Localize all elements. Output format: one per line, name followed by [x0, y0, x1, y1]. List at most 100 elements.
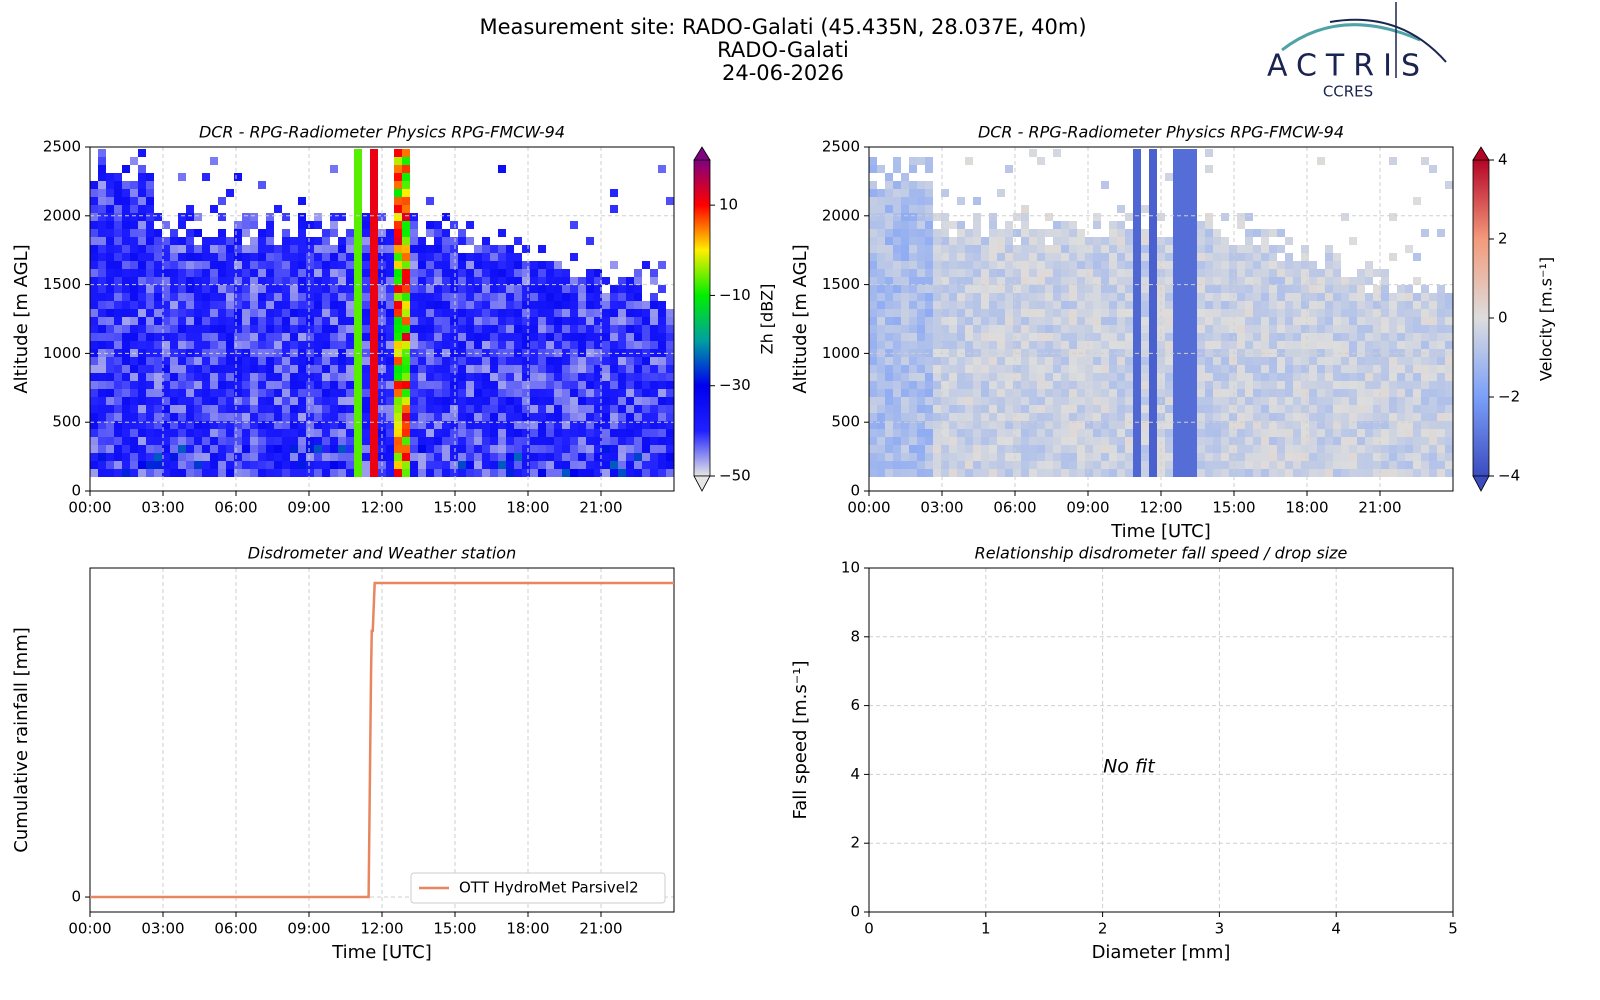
radar-cell [1205, 245, 1213, 253]
radar-cell [917, 197, 925, 205]
radar-cell [869, 437, 877, 445]
x-tick-label: 00:00 [847, 499, 890, 517]
radar-cell [162, 269, 170, 277]
radar-cell [1133, 229, 1141, 237]
radar-cell [885, 197, 893, 205]
radar-cell [1045, 421, 1053, 429]
radar-cell [514, 397, 522, 405]
radar-cell [314, 245, 322, 253]
radar-cell [1181, 397, 1189, 405]
radar-cell [1173, 405, 1181, 413]
radar-cell [466, 429, 474, 437]
radar-cell [282, 437, 290, 445]
radar-cell [506, 365, 514, 373]
radar-cell [594, 453, 602, 461]
radar-cell [869, 229, 877, 237]
radar-cell [98, 389, 106, 397]
radar-cell [650, 325, 658, 333]
radar-cell [290, 317, 298, 325]
radar-cell [138, 445, 146, 453]
radar-cell [869, 301, 877, 309]
radar-cell [538, 309, 546, 317]
radar-cell [130, 413, 138, 421]
radar-cell [1253, 293, 1261, 301]
radar-cell [394, 453, 402, 461]
radar-cell [450, 221, 458, 229]
radar-cell [114, 205, 122, 213]
radar-cell [162, 453, 170, 461]
radar-cell [1021, 229, 1029, 237]
radar-cell [1357, 301, 1365, 309]
radar-cell [642, 397, 650, 405]
radar-cell [282, 285, 290, 293]
radar-cell [981, 309, 989, 317]
radar-cell [989, 285, 997, 293]
radar-cell [869, 325, 877, 333]
radar-cell [1013, 317, 1021, 325]
radar-cell [1261, 429, 1269, 437]
radar-cell [202, 245, 210, 253]
radar-cell [570, 309, 578, 317]
radar-cell [458, 277, 466, 285]
radar-cell [1165, 341, 1173, 349]
radar-cell [1301, 285, 1309, 293]
radar-cell [98, 189, 106, 197]
radar-cell [1085, 373, 1093, 381]
radar-cell [298, 365, 306, 373]
radar-cell [482, 325, 490, 333]
radar-cell [1341, 389, 1349, 397]
radar-cell [1245, 445, 1253, 453]
radar-cell [626, 373, 634, 381]
radar-cell [394, 429, 402, 437]
radar-cell [973, 357, 981, 365]
radar-cell [386, 333, 394, 341]
radar-cell [410, 261, 418, 269]
radar-cell [450, 365, 458, 373]
radar-cell [941, 253, 949, 261]
radar-cell [1349, 277, 1357, 285]
radar-cell [266, 389, 274, 397]
radar-cell [90, 253, 98, 261]
radar-cell [973, 293, 981, 301]
radar-cell [266, 373, 274, 381]
radar-cell [482, 285, 490, 293]
radar-cell [1437, 309, 1445, 317]
radar-cell [1173, 269, 1181, 277]
radar-cell [386, 285, 394, 293]
radar-cell [442, 317, 450, 325]
radar-cell [482, 453, 490, 461]
radar-cell [410, 269, 418, 277]
radar-cell [1077, 293, 1085, 301]
radar-cell [1245, 389, 1253, 397]
radar-cell [1237, 429, 1245, 437]
radar-cell [1061, 381, 1069, 389]
radar-cell [1085, 269, 1093, 277]
radar-cell [1125, 213, 1133, 221]
radar-cell [218, 325, 226, 333]
radar-cell [1269, 461, 1277, 469]
radar-cell [562, 421, 570, 429]
radar-cell [218, 285, 226, 293]
radar-cell [402, 453, 410, 461]
radar-cell [322, 333, 330, 341]
radar-cell [1149, 277, 1157, 285]
radar-cell [426, 245, 434, 253]
radar-cell [1245, 237, 1253, 245]
radar-cell [1261, 245, 1269, 253]
radar-cell [186, 397, 194, 405]
radar-cell [666, 309, 674, 317]
radar-cell [154, 373, 162, 381]
colorbar-tick-label: 4 [1498, 151, 1508, 169]
radar-cell [90, 389, 98, 397]
radar-cell [482, 437, 490, 445]
radar-cell [546, 397, 554, 405]
radar-cell [1237, 389, 1245, 397]
radar-cell [290, 237, 298, 245]
radar-cell [1061, 469, 1069, 477]
radar-cell [1205, 269, 1213, 277]
radar-cell [322, 461, 330, 469]
radar-cell [1229, 277, 1237, 285]
radar-cell [1293, 461, 1301, 469]
radar-cell [290, 301, 298, 309]
radar-cell [1437, 293, 1445, 301]
